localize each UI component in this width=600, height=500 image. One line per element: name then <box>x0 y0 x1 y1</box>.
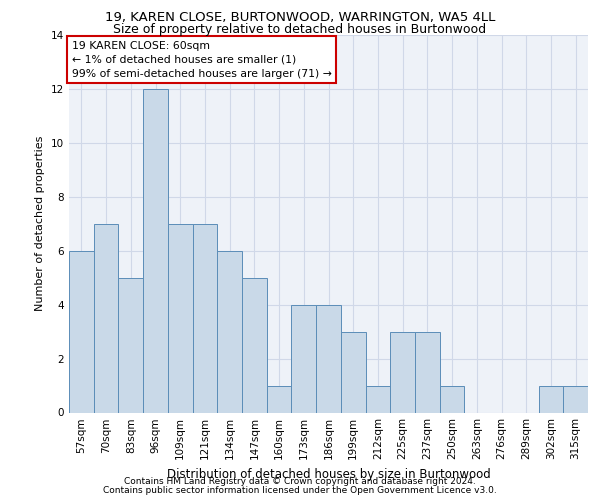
Text: 19, KAREN CLOSE, BURTONWOOD, WARRINGTON, WA5 4LL: 19, KAREN CLOSE, BURTONWOOD, WARRINGTON,… <box>105 11 495 24</box>
Bar <box>390 332 415 412</box>
Bar <box>193 224 217 412</box>
Text: Contains public sector information licensed under the Open Government Licence v3: Contains public sector information licen… <box>103 486 497 495</box>
Bar <box>539 386 563 412</box>
Bar <box>292 304 316 412</box>
Bar <box>365 386 390 412</box>
Bar <box>94 224 118 412</box>
Bar <box>341 332 365 412</box>
Bar <box>415 332 440 412</box>
Bar <box>217 250 242 412</box>
Bar <box>563 386 588 412</box>
X-axis label: Distribution of detached houses by size in Burtonwood: Distribution of detached houses by size … <box>167 468 490 481</box>
Bar <box>143 89 168 412</box>
Y-axis label: Number of detached properties: Number of detached properties <box>35 136 46 312</box>
Text: Size of property relative to detached houses in Burtonwood: Size of property relative to detached ho… <box>113 22 487 36</box>
Text: Contains HM Land Registry data © Crown copyright and database right 2024.: Contains HM Land Registry data © Crown c… <box>124 477 476 486</box>
Bar <box>118 278 143 412</box>
Bar <box>69 250 94 412</box>
Bar <box>440 386 464 412</box>
Bar <box>242 278 267 412</box>
Bar <box>168 224 193 412</box>
Bar <box>316 304 341 412</box>
Bar <box>267 386 292 412</box>
Text: 19 KAREN CLOSE: 60sqm
← 1% of detached houses are smaller (1)
99% of semi-detach: 19 KAREN CLOSE: 60sqm ← 1% of detached h… <box>71 40 331 78</box>
